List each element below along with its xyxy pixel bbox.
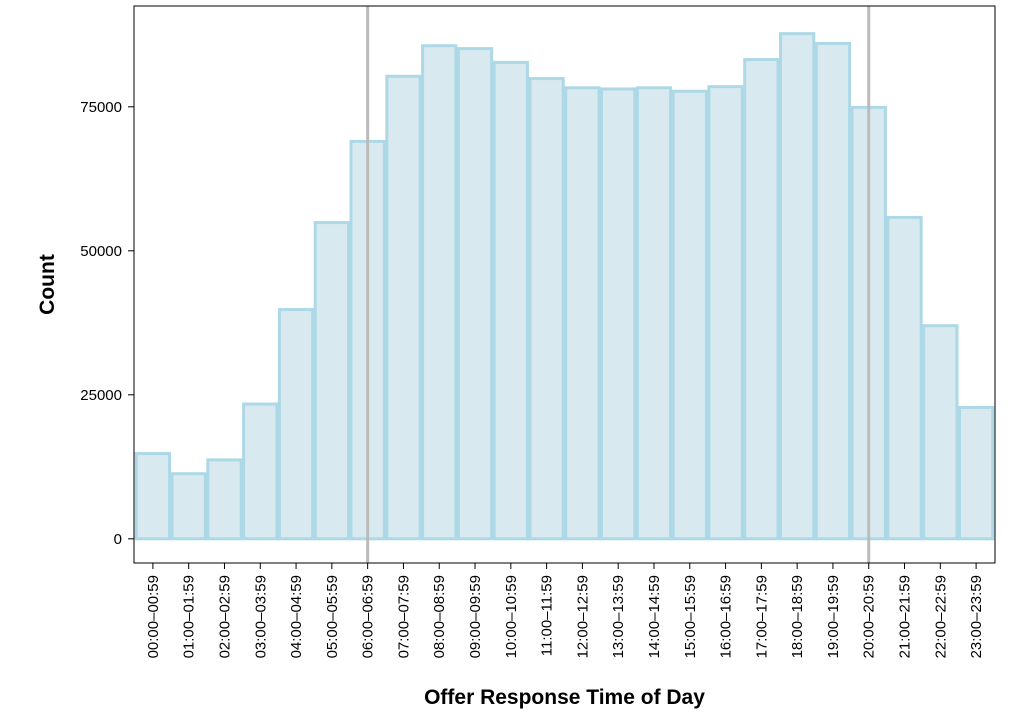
bar-15:00–15:59 bbox=[671, 89, 708, 541]
x-tick-label: 01:00–01:59 bbox=[181, 575, 198, 658]
x-tick-label: 20:00–20:59 bbox=[861, 575, 878, 658]
bar-08:00–08:59 bbox=[421, 44, 458, 541]
x-tick-label: 09:00–09:59 bbox=[467, 575, 484, 658]
bar-16:00–16:59 bbox=[707, 85, 744, 541]
x-axis-title: Offer Response Time of Day bbox=[424, 686, 705, 709]
reference-lines-group bbox=[366, 6, 871, 563]
bar-12:00–12:59 bbox=[564, 86, 601, 541]
x-tick-label: 23:00–23:59 bbox=[968, 575, 985, 658]
bar-11:00–11:59 bbox=[528, 77, 565, 541]
x-tick-label: 08:00–08:59 bbox=[431, 575, 448, 658]
x-tick-label: 19:00–19:59 bbox=[825, 575, 842, 658]
x-tick-label: 22:00–22:59 bbox=[932, 575, 949, 658]
y-tick-label: 50000 bbox=[80, 243, 122, 260]
bar-09:00–09:59 bbox=[456, 47, 494, 541]
x-tick-label: 13:00–13:59 bbox=[610, 575, 627, 658]
bar-07:00–07:59 bbox=[385, 74, 422, 541]
bar-22:00–22:59 bbox=[922, 324, 959, 541]
x-tick-label: 04:00–04:59 bbox=[288, 575, 305, 658]
bar-10:00–10:59 bbox=[492, 60, 529, 541]
x-tick-label: 05:00–05:59 bbox=[324, 575, 341, 658]
bar-18:00–18:59 bbox=[779, 32, 816, 541]
x-tick-label: 02:00–02:59 bbox=[216, 575, 233, 658]
bar-03:00–03:59 bbox=[242, 402, 279, 541]
x-tick-label: 07:00–07:59 bbox=[395, 575, 412, 658]
y-axis-title: Count bbox=[36, 254, 59, 315]
bar-14:00–14:59 bbox=[635, 86, 673, 541]
x-tick-label: 16:00–16:59 bbox=[718, 575, 735, 658]
bar-21:00–21:59 bbox=[886, 215, 923, 541]
x-tick-label: 06:00–06:59 bbox=[360, 575, 377, 658]
x-tick-label: 00:00–00:59 bbox=[145, 575, 162, 658]
bar-02:00–02:59 bbox=[206, 458, 243, 541]
x-tick-label: 10:00–10:59 bbox=[503, 575, 520, 658]
bar-13:00–13:59 bbox=[600, 87, 637, 541]
y-tick-label: 75000 bbox=[80, 99, 122, 116]
bar-17:00–17:59 bbox=[743, 58, 780, 541]
y-tick-label: 0 bbox=[114, 531, 122, 548]
bar-04:00–04:59 bbox=[277, 308, 315, 541]
bar-00:00–00:59 bbox=[134, 452, 172, 541]
bar-19:00–19:59 bbox=[814, 41, 852, 541]
x-tick-label: 03:00–03:59 bbox=[252, 575, 269, 658]
x-tick-label: 11:00–11:59 bbox=[539, 575, 556, 656]
bar-23:00–23:59 bbox=[957, 405, 995, 541]
x-tick-label: 15:00–15:59 bbox=[682, 575, 699, 658]
y-tick-label: 25000 bbox=[80, 387, 122, 404]
x-tick-label: 18:00–18:59 bbox=[789, 575, 806, 658]
plot-frame bbox=[133, 5, 996, 564]
x-tick-label: 12:00–12:59 bbox=[574, 575, 591, 658]
bar-05:00–05:59 bbox=[313, 221, 351, 541]
x-tick-label: 14:00–14:59 bbox=[646, 575, 663, 658]
bars-group bbox=[134, 32, 995, 541]
x-tick-label: 21:00–21:59 bbox=[897, 575, 914, 658]
bar-01:00–01:59 bbox=[170, 472, 207, 541]
x-axis: 00:00–00:59 01:00–01:59 02:00–02:59 03:00–0… bbox=[145, 563, 985, 658]
y-axis: 0 25000 50000 75000 bbox=[80, 99, 134, 548]
x-tick-label: 17:00–17:59 bbox=[753, 575, 770, 658]
